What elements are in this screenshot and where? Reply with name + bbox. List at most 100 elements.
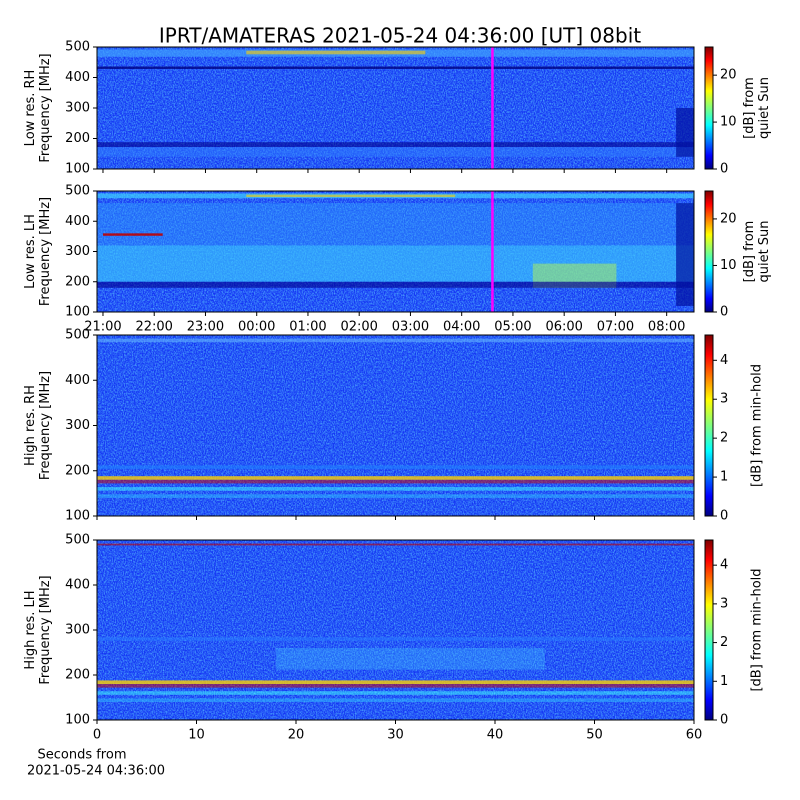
y-tick-label: 500 xyxy=(65,40,90,55)
x-tick-label: 30 xyxy=(387,728,404,743)
x-tick-label: 20 xyxy=(288,728,305,743)
y-tick-label: 200 xyxy=(65,274,90,289)
colorbar-label: quiet Sun xyxy=(757,220,772,282)
y-axis-label: Low res. LH xyxy=(23,214,38,289)
y-tick-label: 300 xyxy=(65,418,90,433)
y-tick-label: 500 xyxy=(65,184,90,199)
y-axis-label: Frequency [MHz] xyxy=(38,371,53,480)
spectrogram-noise xyxy=(97,540,694,720)
x-tick-label: 03:00 xyxy=(392,320,429,335)
spectrogram-feature xyxy=(97,691,694,695)
spectrogram-feature xyxy=(97,698,694,702)
colorbar-tick-label: 0 xyxy=(720,509,728,524)
spectrogram-feature xyxy=(97,245,694,282)
y-tick-label: 200 xyxy=(65,463,90,478)
x-tick-label: 40 xyxy=(487,728,504,743)
colorbar-tick-label: 10 xyxy=(720,115,737,130)
colorbar xyxy=(704,190,714,313)
y-tick-label: 500 xyxy=(65,533,90,548)
colorbar-label: [dB] from min-hold xyxy=(750,568,765,691)
x-tick-label: 06:00 xyxy=(545,320,582,335)
colorbar-tick-label: 2 xyxy=(720,431,728,446)
y-tick-label: 100 xyxy=(65,305,90,320)
x-tick-label: 02:00 xyxy=(340,320,377,335)
spectrogram-feature xyxy=(97,203,694,282)
y-axis-label: Frequency [MHz] xyxy=(38,53,53,162)
colorbar-label: quiet Sun xyxy=(757,77,772,139)
spectrogram-noise xyxy=(97,335,694,516)
colorbar xyxy=(704,46,714,170)
spectrogram-feature xyxy=(97,479,694,484)
y-tick-label: 500 xyxy=(65,328,90,343)
x-tick-label: 01:00 xyxy=(289,320,326,335)
y-axis-label: Frequency [MHz] xyxy=(38,197,53,306)
spectrogram-feature xyxy=(97,494,694,498)
y-tick-label: 400 xyxy=(65,70,90,85)
colorbar-tick-label: 0 xyxy=(720,305,728,320)
x-axis-label: Seconds from xyxy=(37,748,126,763)
colorbar-tick-label: 2 xyxy=(720,635,728,650)
x-tick-label: 07:00 xyxy=(597,320,634,335)
spectrogram-feature xyxy=(246,194,456,198)
y-axis-label: High res. RH xyxy=(23,385,38,466)
colorbar-tick-label: 10 xyxy=(720,258,737,273)
colorbar-tick-label: 1 xyxy=(720,674,728,689)
y-tick-label: 300 xyxy=(65,623,90,638)
spectrogram-feature xyxy=(676,203,694,306)
spectrogram-feature xyxy=(97,680,694,684)
colorbar-tick-label: 4 xyxy=(720,558,728,573)
x-tick-label: 08:00 xyxy=(648,320,685,335)
spectrogram xyxy=(97,335,694,516)
colorbar-tick-label: 1 xyxy=(720,470,728,485)
spectrogram xyxy=(97,47,694,169)
y-tick-label: 100 xyxy=(65,509,90,524)
y-axis-label: High res. LH xyxy=(23,590,38,669)
y-axis-label: Frequency [MHz] xyxy=(38,575,53,684)
spectrogram-feature xyxy=(246,50,426,55)
spectrogram-feature xyxy=(97,66,694,69)
spectrogram xyxy=(97,540,694,720)
colorbar-tick-label: 0 xyxy=(720,713,728,728)
spectrogram-feature xyxy=(97,487,694,491)
y-tick-label: 300 xyxy=(65,244,90,259)
spectrogram-feature xyxy=(97,543,694,546)
x-tick-label: 04:00 xyxy=(443,320,480,335)
y-tick-label: 300 xyxy=(65,101,90,116)
colorbar xyxy=(704,334,714,517)
spectrogram-feature xyxy=(97,142,694,148)
x-tick-label: 10 xyxy=(188,728,205,743)
colorbar xyxy=(704,539,714,721)
x-tick-label: 22:00 xyxy=(135,320,172,335)
y-tick-label: 100 xyxy=(65,162,90,177)
spectrogram-feature xyxy=(97,476,694,480)
x-tick-label: 21:00 xyxy=(84,320,121,335)
y-tick-label: 400 xyxy=(65,373,90,388)
x-tick-label: 05:00 xyxy=(494,320,531,335)
colorbar-tick-label: 20 xyxy=(720,68,737,83)
colorbar-tick-label: 20 xyxy=(720,211,737,226)
x-tick-label: 23:00 xyxy=(187,320,224,335)
spectrogram-feature xyxy=(102,233,163,236)
colorbar-label: [dB] from xyxy=(742,77,757,139)
figure-title: IPRT/AMATERAS 2021-05-24 04:36:00 [UT] 0… xyxy=(159,24,641,48)
spectrogram-feature xyxy=(97,465,694,469)
colorbar-tick-label: 4 xyxy=(720,353,728,368)
y-tick-label: 400 xyxy=(65,578,90,593)
spectrogram-feature xyxy=(97,281,694,288)
y-tick-label: 100 xyxy=(65,713,90,728)
y-tick-label: 200 xyxy=(65,131,90,146)
x-tick-label: 60 xyxy=(686,728,703,743)
colorbar-label: [dB] from min-hold xyxy=(750,364,765,487)
spectrogram-feature xyxy=(97,338,694,343)
x-tick-label: 0 xyxy=(93,728,101,743)
colorbar-tick-label: 3 xyxy=(720,596,728,611)
spectrogram-feature xyxy=(276,648,545,670)
spectrogram-noise xyxy=(97,191,694,312)
y-tick-label: 400 xyxy=(65,214,90,229)
x-tick-label: 00:00 xyxy=(238,320,275,335)
spectrogram-feature xyxy=(97,684,694,688)
colorbar-tick-label: 3 xyxy=(720,392,728,407)
x-axis-label: 2021-05-24 04:36:00 xyxy=(27,764,165,779)
colorbar-label: [dB] from xyxy=(742,221,757,283)
